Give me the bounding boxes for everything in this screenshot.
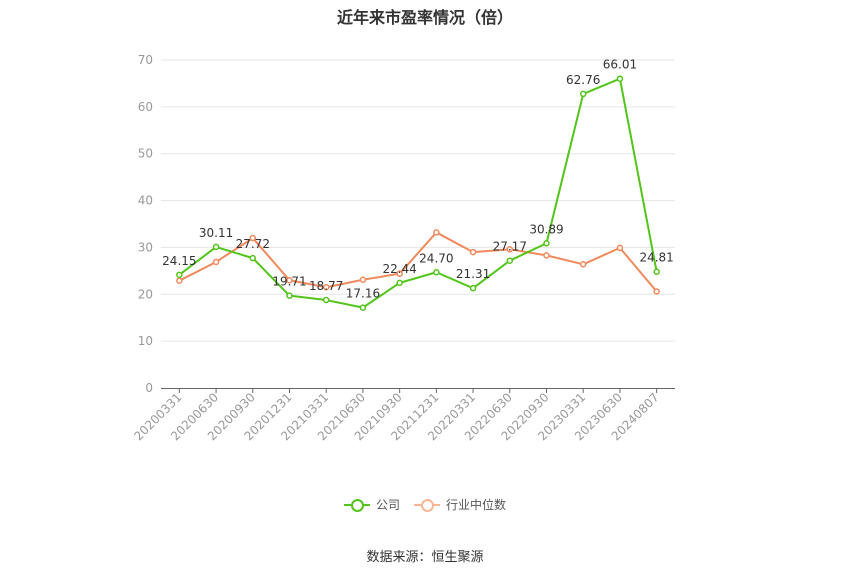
industry-median-point xyxy=(433,229,440,236)
industry-median-point xyxy=(249,234,257,242)
legend-label-company: 公司 xyxy=(375,498,400,512)
company-point xyxy=(322,296,330,304)
y-tick-label: 30 xyxy=(138,240,153,254)
legend-swatch-company xyxy=(343,498,370,512)
company-point xyxy=(433,269,440,276)
company-data-label: 17.16 xyxy=(346,287,380,301)
y-tick-label: 60 xyxy=(138,100,153,114)
gridlines xyxy=(161,59,675,342)
industry-median-point xyxy=(469,248,477,256)
legend-item-industry-median[interactable]: 行业中位数 xyxy=(414,496,506,513)
company-data-label: 22.44 xyxy=(382,262,416,276)
industry-median-point xyxy=(616,244,624,252)
company-series-line xyxy=(178,77,658,309)
industry-median-point xyxy=(506,246,514,253)
company-data-label: 27.72 xyxy=(236,237,270,251)
company-data-label: 66.01 xyxy=(603,58,637,72)
company-point xyxy=(249,254,257,262)
y-tick-label: 20 xyxy=(138,287,153,301)
company-point xyxy=(543,240,550,247)
company-point xyxy=(653,268,660,275)
industry-median-point xyxy=(543,252,550,259)
legend-label-industry-median: 行业中位数 xyxy=(446,498,507,512)
industry-median-point xyxy=(579,261,587,268)
y-tick-label: 0 xyxy=(145,381,153,395)
company-data-label: 24.70 xyxy=(419,251,453,265)
company-point xyxy=(212,243,220,251)
company-data-label: 27.17 xyxy=(493,240,527,254)
industry-median-point xyxy=(653,288,660,295)
y-tick-label: 10 xyxy=(138,334,153,348)
series xyxy=(176,75,660,311)
industry-median-point xyxy=(286,276,293,284)
company-data-label: 18.77 xyxy=(309,279,343,293)
company-data-label: 30.89 xyxy=(529,222,563,236)
industry-median-point xyxy=(176,277,183,284)
legend-swatch-industry-median xyxy=(414,498,440,512)
legend-item-company[interactable]: 公司 xyxy=(343,496,400,513)
company-point xyxy=(616,75,624,82)
company-point xyxy=(506,257,514,264)
y-tick-label: 70 xyxy=(138,53,153,67)
legend: 公司 行业中位数 xyxy=(0,496,850,513)
chart-title: 近年来市盈率情况（倍） xyxy=(336,8,513,27)
company-point xyxy=(396,279,403,287)
industry-median-point xyxy=(359,276,367,284)
company-data-label: 30.11 xyxy=(199,226,233,240)
industry-median-point xyxy=(322,284,330,291)
source-note: 数据来源：恒生聚源 xyxy=(366,550,484,565)
company-data-label: 19.71 xyxy=(272,275,306,289)
company-point xyxy=(579,90,587,98)
industry-median-point xyxy=(396,270,403,277)
company-point xyxy=(286,292,293,299)
company-data-label: 62.76 xyxy=(566,73,600,87)
company-point xyxy=(176,271,183,279)
company-point xyxy=(359,304,367,311)
industry-median-series-line xyxy=(178,231,658,293)
y-tick-label: 40 xyxy=(138,194,153,208)
y-tick-label: 50 xyxy=(138,147,153,161)
company-point xyxy=(469,284,477,292)
company-data-label: 24.81 xyxy=(639,251,673,265)
industry-median-point xyxy=(212,258,220,266)
company-data-label: 21.31 xyxy=(456,267,490,281)
company-data-label: 24.15 xyxy=(162,254,196,268)
